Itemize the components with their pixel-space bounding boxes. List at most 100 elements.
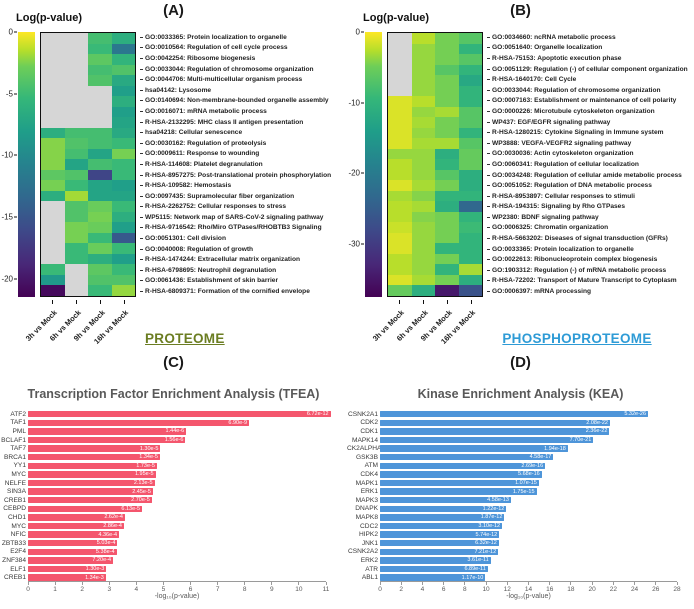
heatmap-cell [111,180,135,191]
heatmap-cell [88,96,112,107]
bar: 1.07e-15 [380,479,539,487]
bar-row: BCLAF1 1.56e-6 [0,437,347,444]
heatmap-cell [64,159,88,170]
bar: 4.36e-4 [28,531,120,538]
heatmap-col-tick [470,300,472,304]
bar-label: CREB1 [4,574,26,582]
bar-row: JNK1 6.32e-12 [347,540,694,547]
bar-label: BRCA1 [4,453,26,461]
heatmap-cell [111,264,135,275]
heatmap-cell [458,159,482,170]
axis-tick-label: 2 [80,586,84,593]
axis-tick [54,582,56,585]
heatmap-cell [388,222,412,233]
heatmap-cell [435,190,459,202]
bar-row: TAF7 1.30e-5 [0,445,347,452]
heatmap-row-label: R-HSA-1280215: Cytokine Signaling in Imm… [487,127,693,138]
bar-row: CDK1 2.36e-22 [347,428,694,435]
bar-value: 2.13e-5 [133,479,153,486]
heatmap-cell [388,232,412,244]
bar-value: 1.34e-3 [85,574,104,581]
heatmap-cell [458,201,482,212]
heatmap-cell [64,106,88,118]
bar-value: 3.10e-12 [478,522,501,529]
heatmap-row-label: GO:0006325: Chromatin organization [487,223,693,234]
bar-row: PML 1.44e-6 [0,427,347,435]
bar-value: 2.08e-22 [586,419,608,426]
bar-row: E2F4 5.38e-4 [0,548,347,555]
bar: 7.70e-21 [380,436,594,444]
bar-value: 1.17e-10 [461,574,484,581]
bar: 4.58e-17 [380,454,554,461]
bar-label: ERK2 [360,556,378,564]
heatmap-cell [111,96,135,107]
heatmap-cell [64,85,88,97]
heatmap-cell [388,243,412,254]
axis-tick-label: 18 [567,586,575,593]
axis-tick-label: 16 [546,586,554,593]
bar: 1.87e-12 [380,514,505,521]
heatmap-cell [435,138,459,149]
heatmap-cell [458,243,482,254]
bar-row: CDK2 2.08e-22 [347,419,694,426]
bar-value: 1.94e-18 [544,445,566,452]
heatmap-cell [435,222,459,233]
axis-tick [379,582,381,585]
heatmap-cell [41,169,65,181]
axis-tick-label: 8 [242,586,247,593]
heatmap-cell [435,127,459,139]
bar-value: 1.34e-5 [139,454,158,461]
axis-tick [676,582,678,585]
bar: 1.34e-3 [28,574,106,581]
axis-tick [506,582,508,585]
heatmap-cell [388,54,412,65]
proteome-label: PROTEOME [145,331,225,346]
heatmap-row-label: R-HSA-6798695: Neutrophil degranulation [140,265,346,276]
heatmap-cell [64,117,88,128]
bar-value: 7.20e-4 [92,557,112,564]
heatmap-cell [88,54,112,65]
heatmap-cell [64,274,88,286]
bar-value: 7.21e-12 [474,548,497,555]
bar: 1.95e-5 [28,471,156,478]
heatmap-cell [64,253,88,265]
heatmap-row-label: GO:0061436: Establishment of skin barrie… [140,276,346,287]
bar-row: ABL1 1.17e-10 [347,574,694,582]
bar-value: 1.95e-5 [134,471,154,478]
heatmap-cell [458,211,482,223]
bar-label: GSK3B [356,453,378,461]
bar-label: CHD1 [8,513,26,521]
heatmap-row-label: GO:0044706: Multi-multicellular organism… [140,74,346,85]
heatmap-cell [458,106,482,118]
bar-label: ABL1 [361,574,378,582]
heatmap-cell [411,117,435,128]
bar-label: PML [12,427,26,435]
heatmap-cell [111,285,135,296]
bar-value: 5.32e-26 [624,411,647,418]
heatmap-cell [458,222,482,233]
bar-row: CSNK2A2 7.21e-12 [347,548,694,555]
tfea-xlabel: -log₁₀(p-value) [154,593,200,600]
heatmap-row-label: GO:0007163: Establishment or maintenance… [487,96,693,107]
heatmap-cell [458,148,482,160]
heatmap-cell [64,180,88,191]
bar-row: CDC2 3.10e-12 [347,522,694,530]
bar-value: 2.62e-4 [104,514,123,521]
bar: 6.89e-11 [380,565,488,573]
heatmap-cell [458,43,482,55]
heatmap-cell [88,285,112,296]
heatmap-cell [88,33,112,44]
heatmap-cell [111,75,135,86]
colorbar-tick-label: -15 [1,212,17,221]
heatmap-cell [41,117,65,128]
heatmap-row-label: R-HSA-9716542: Rho/Miro GTPases/RHOBTB3 … [140,223,346,234]
bar-value: 4.36e-4 [98,531,118,538]
heatmap-b-col-labels: 3h vs Mock 6h vs Mock 9h vs Mock 16h vs Moc… [370,300,483,358]
bar: 5.74e-12 [380,531,500,538]
bar-value: 1.30e-5 [139,445,159,452]
bar-row: ZNF384 7.20e-4 [0,557,347,564]
bar: 1.73e-5 [28,462,157,469]
axis-tick [162,582,164,585]
heatmap-cell [411,180,435,191]
colorbar-tick-label: 0 [9,28,17,37]
